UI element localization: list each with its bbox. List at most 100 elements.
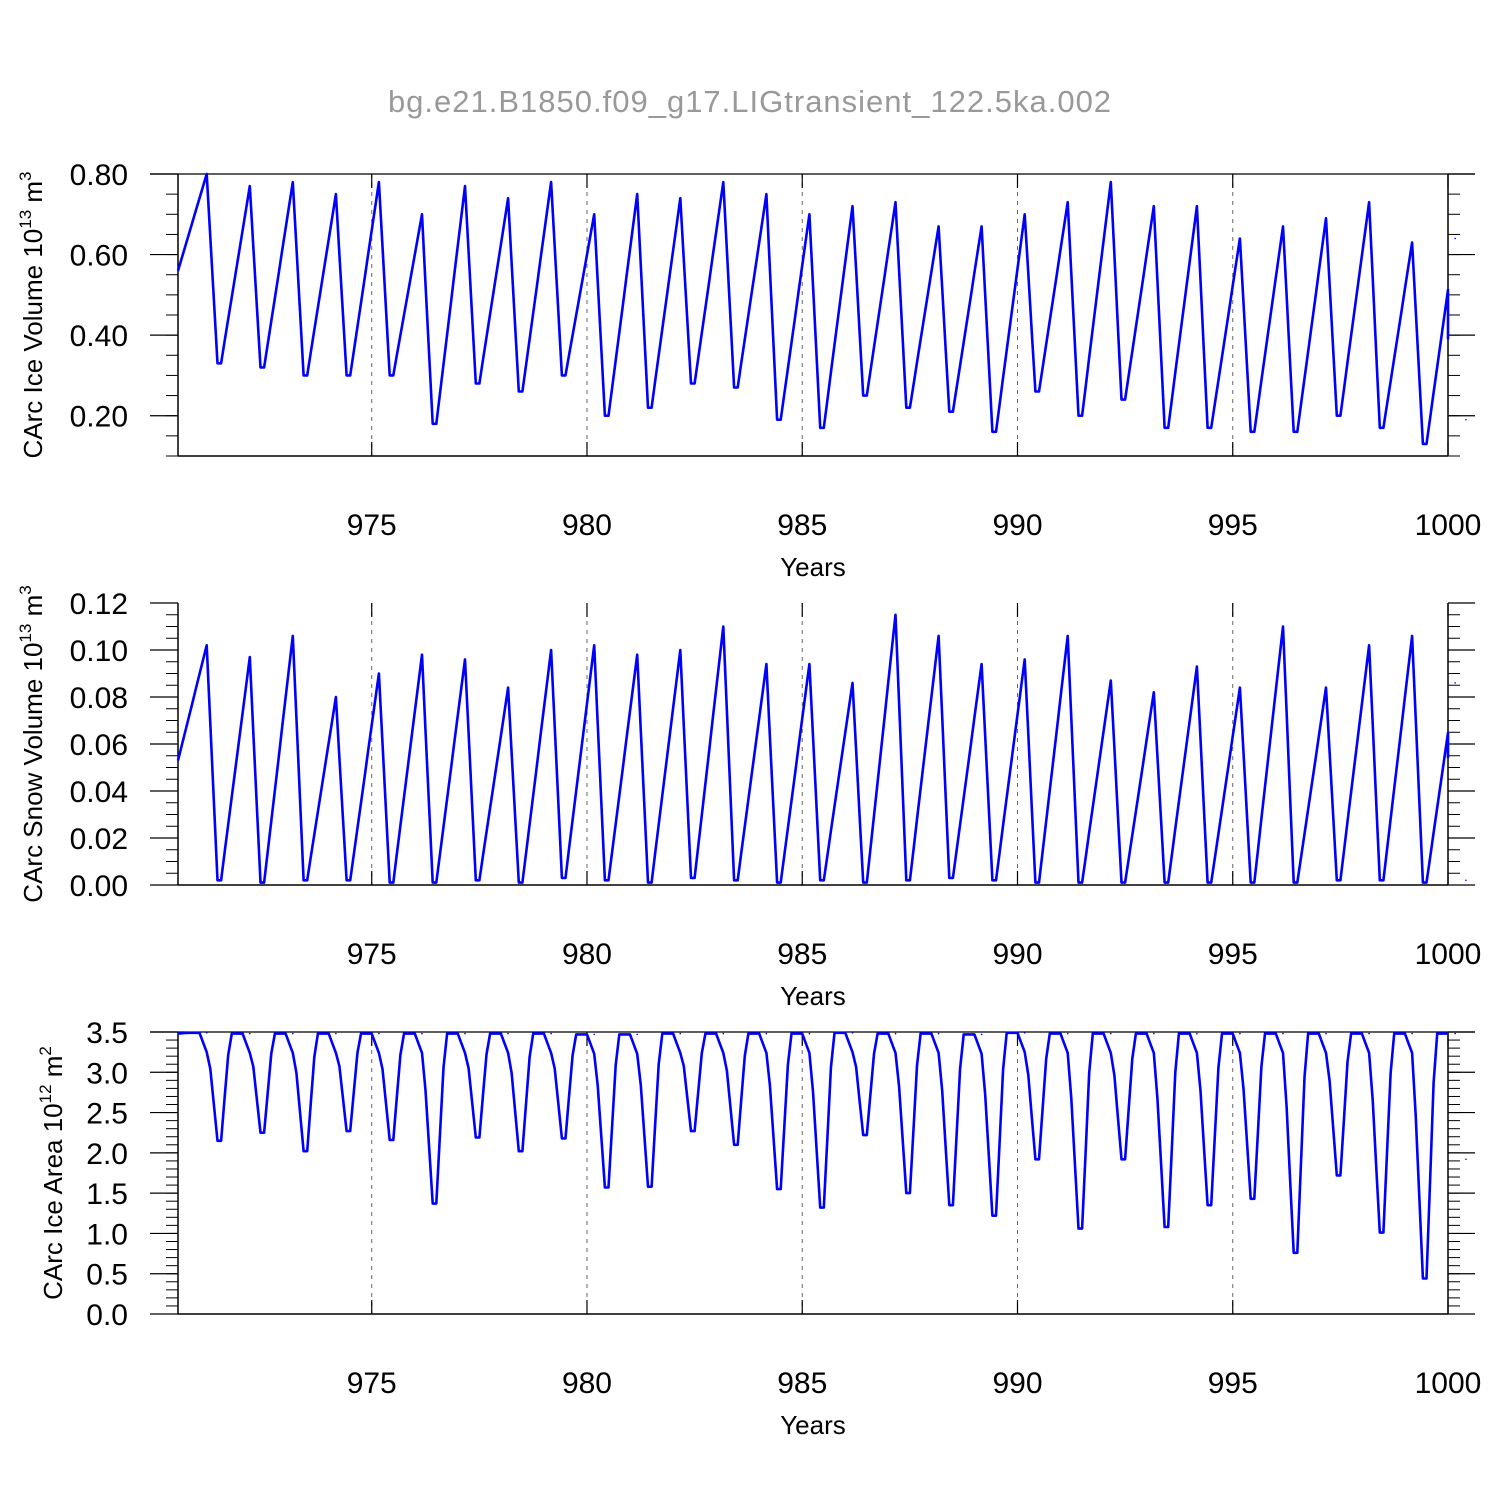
carc-snow-volume-trough-point [561, 877, 563, 879]
carc-ice-volume-peak-point [507, 197, 509, 199]
carc-ice-area-peak-point [1066, 1032, 1069, 1035]
carc-ice-area-trough-point [1206, 1204, 1209, 1207]
carc-ice-area-trough-point [862, 1134, 865, 1136]
carc-ice-area-peak-point [851, 1032, 854, 1034]
carc-snow-volume-peak-point [636, 653, 639, 656]
carc-ice-area-trough-point [733, 1144, 735, 1146]
carc-ice-area-peak-point [808, 1032, 811, 1035]
carc-ice-area-ytick-label: 1.0 [86, 1218, 128, 1251]
carc-snow-volume-y-title: CArc Snow Volume 1013 m3 [16, 585, 48, 902]
carc-snow-volume-trough-point [1465, 879, 1467, 882]
carc-snow-volume-peak-point [1109, 679, 1112, 682]
carc-snow-volume-peak-point [550, 649, 552, 651]
carc-ice-area-trough-point [991, 1214, 994, 1217]
carc-ice-volume-trough-point [345, 374, 348, 377]
carc-ice-area-ytick-label: 1.5 [86, 1178, 128, 1211]
carc-ice-volume-trough-point [561, 374, 563, 377]
carc-ice-area-peak-point [765, 1032, 768, 1035]
carc-ice-volume-xtick-label: 1000 [1415, 509, 1482, 542]
carc-ice-volume-peak-point [378, 181, 380, 183]
carc-ice-volume-y-title: CArc Ice Volume 1013 m3 [16, 171, 48, 458]
carc-snow-volume-peak-point [1282, 625, 1284, 628]
carc-snow-volume-ytick-label: 0.02 [70, 823, 128, 856]
carc-ice-area-trough-point [1422, 1277, 1424, 1280]
carc-snow-volume-trough-point [518, 881, 520, 884]
carc-ice-volume-peak-point [248, 185, 251, 187]
carc-snow-volume-peak-point [507, 686, 509, 689]
carc-snow-volume-peak-point [1239, 686, 1241, 689]
carc-ice-area-peak-point [421, 1032, 423, 1035]
carc-ice-volume-trough-point [604, 414, 606, 417]
carc-ice-volume-trough-point [302, 374, 305, 377]
carc-ice-volume-trough-point [1034, 390, 1037, 393]
carc-ice-area-trough-point [431, 1202, 434, 1205]
carc-ice-area-ytick-label: 0.0 [86, 1299, 128, 1332]
carc-ice-area-xtick-label: 975 [347, 1367, 397, 1400]
carc-snow-volume-trough-point [431, 881, 434, 884]
carc-snow-volume-peak-point [1454, 682, 1456, 684]
carc-ice-volume-peak-point [1454, 237, 1456, 240]
carc-ice-volume-trough-point [905, 406, 908, 409]
carc-ice-volume-peak-point [464, 185, 466, 187]
carc-ice-volume-trough-point [733, 386, 735, 389]
carc-snow-volume-trough-point [690, 877, 692, 879]
carc-ice-area-peak-point [335, 1032, 337, 1035]
carc-ice-volume-x-title: Years [780, 552, 846, 582]
carc-ice-volume-trough-point [647, 406, 649, 409]
carc-ice-volume-peak-point [1109, 181, 1112, 183]
carc-snow-volume-peak-point [722, 625, 725, 628]
carc-ice-area-peak-point [894, 1032, 897, 1035]
carc-snow-volume-panel: 0.00 0.02 0.04 0.06 0.08 0.10 0.12 975 980 985 990… [16, 585, 1481, 1011]
carc-ice-area-trough-point [1379, 1231, 1381, 1234]
carc-ice-area-peak-point [679, 1032, 682, 1035]
carc-ice-volume-xtick-label: 980 [562, 509, 612, 542]
carc-ice-volume-ytick-label: 0.40 [70, 320, 128, 353]
carc-ice-volume-peak-point [1368, 201, 1370, 203]
carc-snow-volume-ytick-label: 0.04 [70, 776, 128, 809]
carc-ice-area-trough-point [604, 1186, 606, 1189]
carc-snow-volume-peak-point [205, 644, 208, 647]
carc-ice-volume-trough-point [819, 427, 821, 429]
carc-snow-volume-trough-point [1120, 881, 1123, 884]
carc-ice-volume-trough-point [1163, 427, 1166, 429]
carc-ice-volume-peak-point [636, 193, 639, 195]
carc-snow-volume-trough-point [216, 879, 219, 882]
carc-snow-volume-trough-point [1292, 881, 1295, 884]
carc-snow-volume-trough-point [647, 881, 649, 884]
carc-ice-volume-trough-point [474, 382, 477, 385]
carc-ice-area-trough-point [474, 1136, 477, 1139]
carc-ice-area-peak-point [1411, 1032, 1413, 1035]
carc-ice-area-peak-point [205, 1032, 208, 1034]
carc-snow-volume-trough-point [1163, 881, 1166, 884]
carc-ice-volume-peak-point [937, 225, 940, 228]
carc-snow-volume-peak-point [980, 663, 983, 665]
carc-ice-area-trough-point [1077, 1227, 1080, 1230]
carc-ice-volume-trough-point [216, 362, 219, 365]
carc-snow-volume-trough-point [776, 881, 778, 884]
carc-ice-area-peak-point [980, 1033, 983, 1036]
panels: 0.20 0.40 0.60 0.80 975 980 985 990 995 1000 Years… [16, 159, 1481, 1440]
carc-ice-area-trough-point [690, 1130, 692, 1132]
carc-ice-area-peak-point [937, 1032, 940, 1035]
carc-snow-volume-peak-point [808, 663, 811, 665]
carc-ice-volume-peak-point [765, 193, 768, 195]
carc-snow-volume-trough-point [948, 877, 951, 879]
carc-ice-area-peak-point [1153, 1032, 1155, 1035]
carc-ice-area-peak-point [593, 1033, 595, 1036]
carc-ice-area-peak-point [722, 1032, 725, 1035]
carc-ice-volume-trough-point [948, 410, 951, 413]
carc-ice-volume-xtick-label: 985 [777, 509, 827, 542]
carc-snow-volume-trough-point [1379, 879, 1381, 882]
carc-snow-volume-xtick-label: 975 [347, 938, 397, 971]
carc-ice-area-peak-point [1325, 1032, 1327, 1035]
carc-snow-volume-peak-point [1196, 665, 1198, 668]
carc-snow-volume-peak-point [335, 696, 337, 698]
carc-snow-volume-ytick-label: 0.00 [70, 870, 128, 903]
carc-ice-volume-peak-point [292, 181, 294, 183]
carc-ice-volume-trough-point [776, 418, 778, 421]
carc-ice-volume-panel: 0.20 0.40 0.60 0.80 975 980 985 990 995 1000 Years… [16, 159, 1481, 582]
carc-snow-volume-peak-point [1325, 686, 1327, 689]
carc-ice-area-peak-point [248, 1032, 251, 1035]
carc-snow-volume-trough-point [1422, 881, 1424, 884]
